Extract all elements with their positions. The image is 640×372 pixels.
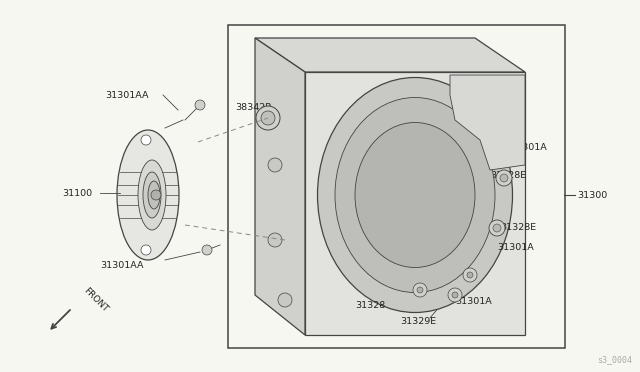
Text: 31301A: 31301A	[510, 144, 547, 153]
Text: 31328: 31328	[355, 301, 385, 310]
Text: 31301AA: 31301AA	[105, 90, 148, 99]
Text: FRONT: FRONT	[82, 286, 110, 314]
Text: 31328E: 31328E	[490, 170, 526, 180]
Circle shape	[467, 272, 473, 278]
Circle shape	[417, 287, 423, 293]
Ellipse shape	[317, 77, 513, 312]
Polygon shape	[255, 38, 525, 72]
Circle shape	[268, 233, 282, 247]
Ellipse shape	[143, 172, 161, 218]
Text: 31301A: 31301A	[497, 244, 534, 253]
Polygon shape	[450, 75, 525, 170]
Circle shape	[452, 292, 458, 298]
Circle shape	[500, 174, 508, 182]
Circle shape	[261, 111, 275, 125]
Ellipse shape	[117, 130, 179, 260]
Circle shape	[489, 220, 505, 236]
Polygon shape	[255, 38, 305, 335]
Circle shape	[141, 245, 151, 255]
Polygon shape	[305, 72, 525, 335]
Circle shape	[141, 135, 151, 145]
Circle shape	[496, 170, 512, 186]
Circle shape	[268, 158, 282, 172]
Ellipse shape	[335, 97, 495, 292]
Text: s3_0004: s3_0004	[597, 355, 632, 364]
Text: 31328E: 31328E	[500, 224, 536, 232]
Circle shape	[256, 106, 280, 130]
Circle shape	[413, 283, 427, 297]
Circle shape	[448, 288, 462, 302]
Circle shape	[151, 190, 161, 200]
Circle shape	[202, 245, 212, 255]
Ellipse shape	[148, 181, 160, 209]
Text: 31100: 31100	[62, 189, 92, 198]
Text: 31301AA: 31301AA	[100, 260, 143, 269]
Text: 31300: 31300	[577, 190, 607, 199]
Ellipse shape	[138, 160, 166, 230]
Circle shape	[463, 268, 477, 282]
Circle shape	[493, 224, 501, 232]
Text: 38342P: 38342P	[235, 103, 271, 112]
Ellipse shape	[355, 122, 475, 267]
Text: 31301A: 31301A	[455, 298, 492, 307]
Circle shape	[278, 293, 292, 307]
Text: 31329E: 31329E	[400, 317, 436, 327]
Bar	[228, 25, 565, 348]
Circle shape	[195, 100, 205, 110]
